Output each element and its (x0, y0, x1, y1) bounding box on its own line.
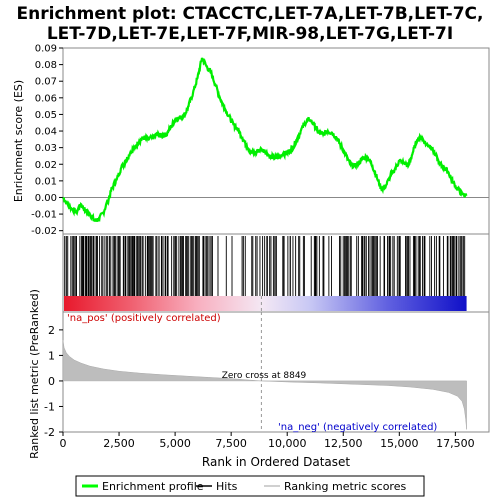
x-tick-label: 17,500 (436, 437, 475, 450)
es-tick-label: 0.03 (35, 143, 57, 154)
metric-tick-label: 1 (48, 349, 55, 362)
metric-tick-label: 0 (48, 375, 55, 388)
es-tick-label: 0.00 (35, 193, 57, 204)
es-tick-label: 0.06 (35, 93, 57, 104)
legend-label: Hits (216, 480, 238, 493)
x-axis-ticks: 0 2,500 5,000 7,500 10,000 12,500 15,000 17,500 (60, 432, 475, 450)
metric-tick-label: -1 (44, 400, 55, 413)
metric-tick-label: -2 (44, 426, 55, 439)
es-tick-label: 0.02 (35, 160, 57, 171)
es-tick-label: 0.04 (35, 127, 57, 138)
es-tick-label: 0.08 (35, 60, 57, 71)
ranked-colorbar (64, 296, 467, 311)
metric-tick-label: 2 (48, 324, 55, 337)
enrichment-profile-line (62, 57, 468, 223)
metric-axis-ticks: -2 -1 0 1 2 (44, 324, 63, 439)
x-tick-label: 0 (60, 437, 67, 450)
ranking-metric-area (62, 340, 467, 430)
neg-correlated-label: 'na_neg' (negatively correlated) (278, 422, 437, 433)
legend-box (75, 475, 425, 497)
es-y-axis-label: Enrichment score (ES) (12, 80, 25, 202)
es-tick-label: 0.05 (35, 110, 57, 121)
x-tick-label: 2,500 (103, 437, 135, 450)
chart-title-line2: LET-7D,LET-7E,LET-7F,MIR-98,LET-7G,LET-7… (47, 24, 453, 44)
legend: Enrichment profile Hits Ranking metric sco… (82, 480, 406, 493)
es-tick-label: -0.02 (31, 226, 57, 237)
chart-title-line1: Enrichment plot: CTACCTC,LET-7A,LET-7B,L… (17, 4, 484, 24)
es-tick-label: 0.07 (35, 77, 57, 88)
es-tick-label: 0.01 (35, 176, 57, 187)
legend-label: Ranking metric scores (284, 480, 406, 493)
es-axis-ticks: -0.02 -0.01 0.00 0.01 0.02 0.03 0.04 0.05 0.06 0.… (31, 44, 63, 237)
x-axis-label: Rank in Ordered Dataset (202, 455, 350, 469)
zero-cross-label: Zero cross at 8849 (222, 371, 307, 381)
x-tick-label: 10,000 (268, 437, 307, 450)
x-tick-label: 12,500 (324, 437, 363, 450)
metric-y-axis-label: Ranked list metric (PreRanked) (28, 289, 41, 459)
hits-marks (64, 236, 466, 296)
es-tick-label: -0.01 (31, 210, 57, 221)
pos-correlated-label: 'na_pos' (positively correlated) (67, 313, 221, 324)
x-tick-label: 15,000 (380, 437, 419, 450)
x-tick-label: 5,000 (159, 437, 191, 450)
x-tick-label: 7,500 (215, 437, 247, 450)
metric-panel-frame (62, 311, 490, 433)
legend-label: Enrichment profile (102, 480, 204, 493)
es-tick-label: 0.09 (35, 44, 57, 55)
